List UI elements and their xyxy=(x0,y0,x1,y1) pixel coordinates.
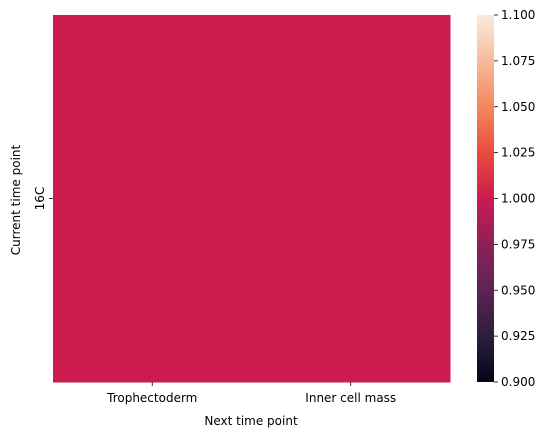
colorbar-tick-label: 1.100 xyxy=(501,8,535,22)
heatmap-cell xyxy=(53,15,252,383)
x-ticks: Trophectoderm Inner cell mass xyxy=(106,382,396,405)
colorbar-tick-label: 0.900 xyxy=(501,375,535,389)
heatmap-cell xyxy=(251,15,451,383)
x-tick-label: Trophectoderm xyxy=(106,391,197,405)
x-tick-label: Inner cell mass xyxy=(305,391,396,405)
colorbar-tick-label: 0.950 xyxy=(501,283,535,297)
x-axis-label: Next time point xyxy=(204,414,298,428)
colorbar-tick-label: 1.000 xyxy=(501,192,535,206)
y-tick-label: 16C xyxy=(33,187,47,211)
colorbar-tick-label: 0.975 xyxy=(501,237,535,251)
y-axis-label: Current time point xyxy=(9,145,23,256)
colorbar xyxy=(477,15,494,382)
colorbar-tick-label: 1.025 xyxy=(501,146,535,160)
colorbar-tick-label: 0.925 xyxy=(501,329,535,343)
colorbar-tick-label: 1.050 xyxy=(501,100,535,114)
colorbar-tick-label: 1.075 xyxy=(501,54,535,68)
y-ticks: 16C xyxy=(33,187,53,211)
colorbar-ticks: 0.900 0.925 0.950 0.975 1.000 1.025 1.050 1.075… xyxy=(494,8,535,389)
heatmap-cells xyxy=(53,15,451,383)
